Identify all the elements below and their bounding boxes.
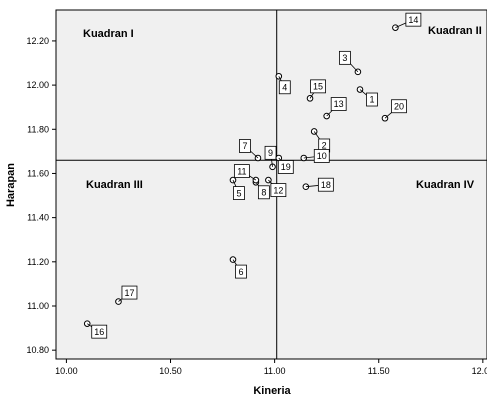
point-label-box [278,80,291,95]
y-tick-label: 11.40 [27,213,49,223]
point-label: 8 [261,187,266,197]
point-label-box [313,149,330,163]
y-tick-label: 10.80 [26,345,49,355]
point-label: 2 [322,141,327,151]
data-point: 7 [239,139,262,162]
data-point: 17 [115,285,138,305]
data-point: 12 [265,176,287,197]
point-label-box [264,145,277,160]
point-label-box [339,50,351,65]
point-label: 1 [369,95,374,105]
data-point: 20 [381,99,407,122]
quadrant-label-ii: Kuadran II [428,25,482,37]
point-label-box [405,12,422,27]
x-axis-title: Kineria [253,385,291,396]
y-tick-label: 12.20 [26,36,49,46]
point-label-box [366,92,378,107]
point-label: 14 [408,15,418,25]
point-label-box [330,97,347,111]
point-label-box [391,99,407,114]
data-point: 6 [229,256,247,279]
data-point: 16 [83,320,108,339]
x-tick-label: 12.00 [472,366,487,376]
point-label: 17 [124,288,134,298]
y-axis-title: Harapan [5,163,17,207]
point-label-box [121,285,138,300]
quadrant-labels: Kuadran I Kuadran II Kuadran III Kuadran… [83,25,482,191]
point-label: 10 [317,151,327,161]
data-point: 13 [323,97,347,120]
y-tick-label: 11.80 [27,124,49,134]
data-point: 14 [392,12,422,31]
point-label-box [317,177,334,192]
point-marker [392,24,399,31]
point-label-box [239,139,251,153]
point-label-box [277,160,294,174]
quadrant-label-iv: Kuadran IV [416,179,475,191]
x-tick-label: 10.50 [159,366,182,376]
point-label: 9 [268,148,273,158]
point-label: 20 [394,101,404,111]
data-point: 15 [306,79,326,102]
point-label-box [91,324,108,339]
data-point: 19 [275,154,294,174]
data-point: 10 [300,149,330,163]
point-label-box [310,79,326,94]
point-label-box [257,185,270,200]
point-label: 19 [281,162,291,172]
point-label: 11 [237,166,246,176]
point-label: 4 [282,82,287,92]
point-label: 7 [242,141,247,151]
point-label: 5 [236,188,241,198]
point-label: 16 [94,327,104,337]
data-point: 3 [339,50,362,76]
quadrant-label-i: Kuadran I [83,28,134,40]
y-axis: 10.80 11.00 11.20 11.40 11.60 11.80 12.00 12.20 [26,36,56,355]
point-label: 13 [334,99,344,109]
y-tick-label: 11.00 [27,301,49,311]
x-tick-label: 11.50 [368,366,390,376]
data-point: 5 [229,176,245,200]
point-label-box [233,186,245,200]
y-tick-label: 12.00 [26,80,49,90]
x-tick-label: 10.00 [55,366,78,376]
data-point: 4 [275,72,291,95]
y-tick-label: 11.60 [27,168,49,178]
point-label-box [235,264,247,279]
quadrant-label-iii: Kuadran III [86,179,143,191]
data-point: 1 [356,86,378,107]
x-tick-label: 11.00 [264,366,286,376]
point-label: 12 [273,185,283,195]
y-tick-label: 11.20 [27,257,49,267]
data-point: 11 [233,164,260,184]
data-point: 9 [264,145,277,171]
point-label-box [270,183,287,197]
point-label: 3 [342,53,347,63]
point-label: 15 [313,82,323,92]
point-label-box [233,164,250,178]
data-point: 18 [302,177,334,192]
point-label: 18 [321,180,331,190]
x-axis: 10.00 10.50 11.00 11.50 12.00 [55,359,487,376]
point-label: 6 [238,267,243,277]
